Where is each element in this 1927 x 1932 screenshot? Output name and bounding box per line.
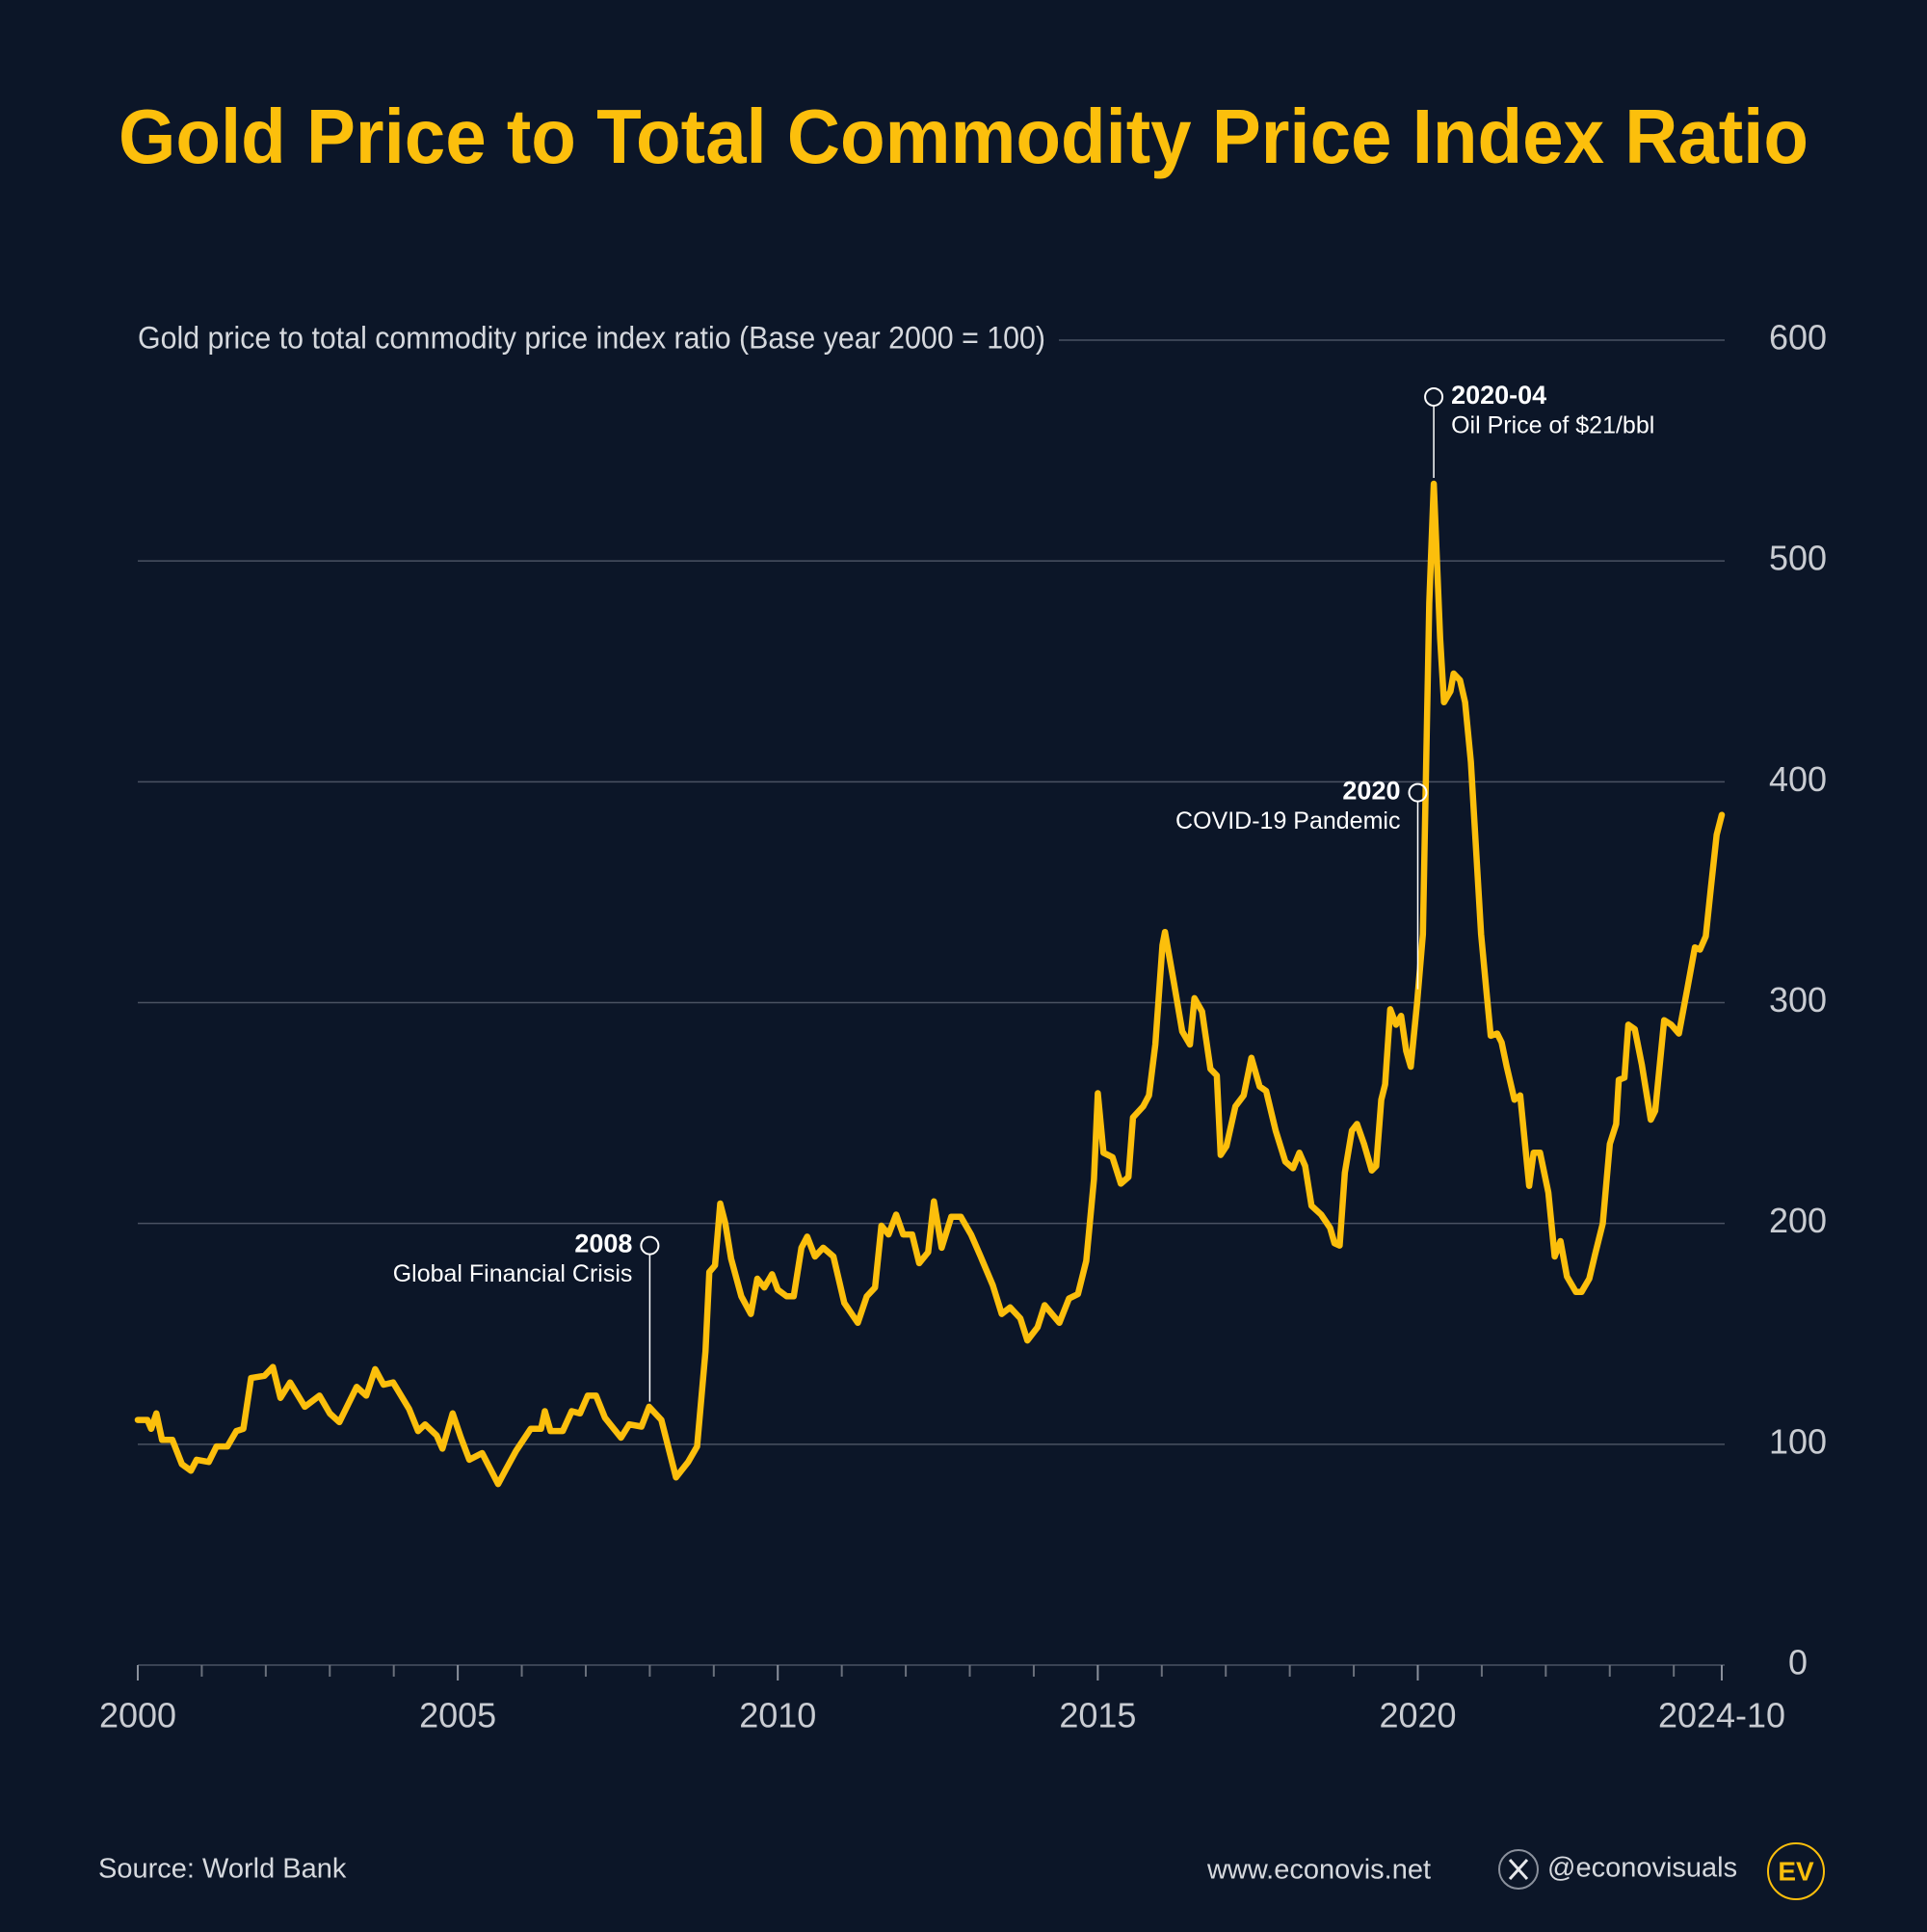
- logo-ring: [1767, 1842, 1825, 1900]
- y-tick-label: 0: [1788, 1643, 1808, 1682]
- x-tick-label: 2015: [1059, 1696, 1136, 1735]
- chart-title: Gold Price to Total Commodity Price Inde…: [119, 93, 1808, 179]
- x-tick-label: 2020: [1379, 1696, 1456, 1735]
- y-tick-label: 100: [1769, 1421, 1827, 1461]
- handle: @econovisuals: [1547, 1853, 1737, 1884]
- x-tick-label: 2000: [99, 1696, 176, 1735]
- chart-subtitle: Gold price to total commodity price inde…: [138, 320, 1045, 355]
- y-tick-label: 400: [1769, 759, 1827, 799]
- annotation-marker: [640, 1235, 660, 1256]
- source: Source: World Bank: [98, 1854, 347, 1885]
- logo: EV: [1778, 1856, 1814, 1886]
- y-tick-label: 500: [1769, 539, 1827, 578]
- annotation-label: 2020-04: [1451, 381, 1546, 410]
- x-icon-glyph: [1508, 1858, 1529, 1881]
- annotation-marker: [1424, 386, 1444, 407]
- x-icon: [1498, 1849, 1539, 1890]
- annotation-label: 2020: [1342, 777, 1400, 806]
- annotation-text: Oil Price of $21/bbl: [1451, 412, 1654, 439]
- x-tick-label: 2005: [419, 1696, 496, 1735]
- y-tick-label: 300: [1769, 980, 1827, 1019]
- x-tick-label: 2024-10: [1658, 1696, 1785, 1735]
- y-tick-label: 600: [1769, 318, 1827, 357]
- annotation-label: 2008: [574, 1230, 632, 1258]
- website: www.econovis.net: [1206, 1855, 1431, 1886]
- annotation-marker: [1408, 782, 1428, 803]
- y-tick-label: 200: [1769, 1201, 1827, 1240]
- x-tick-label: 2010: [739, 1696, 816, 1735]
- annotation-text: Global Financial Crisis: [393, 1260, 633, 1287]
- annotation-text: COVID-19 Pandemic: [1175, 807, 1400, 834]
- series-line: [134, 480, 1726, 1488]
